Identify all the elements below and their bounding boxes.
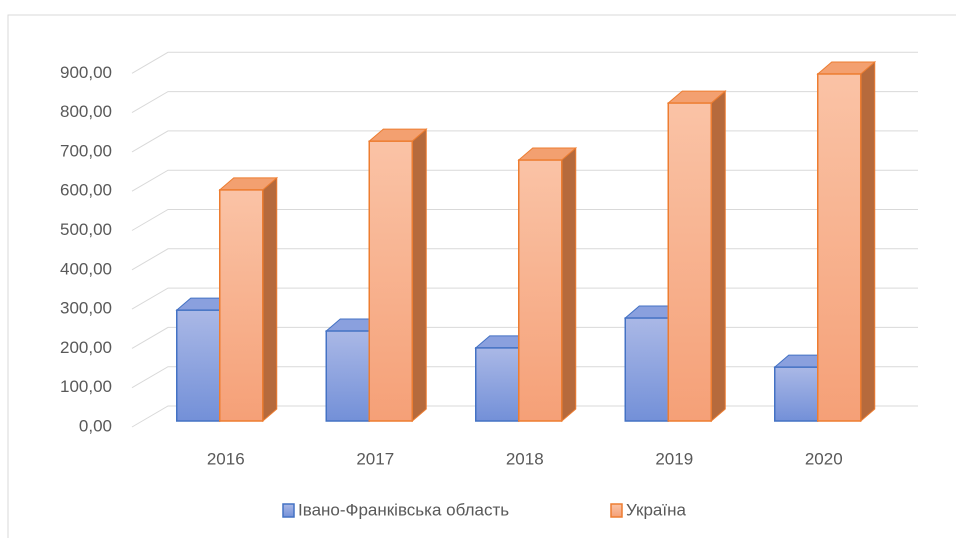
y-tick-label: 900,00 bbox=[60, 63, 112, 82]
chart-border bbox=[7, 14, 956, 538]
legend-label: Україна bbox=[626, 500, 686, 519]
x-tick-label: 2016 bbox=[207, 449, 245, 468]
y-tick-label: 600,00 bbox=[60, 181, 112, 200]
bar bbox=[325, 330, 370, 422]
bar bbox=[774, 366, 819, 422]
bar bbox=[475, 347, 520, 422]
bar-side bbox=[710, 89, 726, 423]
y-tick-label: 300,00 bbox=[60, 299, 112, 318]
grid-line bbox=[131, 51, 918, 74]
x-tick-label: 2017 bbox=[356, 449, 394, 468]
bar bbox=[624, 317, 669, 422]
bar bbox=[368, 140, 413, 422]
bar-side bbox=[561, 146, 577, 423]
y-tick-label: 800,00 bbox=[60, 102, 112, 121]
grid-line bbox=[131, 91, 918, 114]
x-tick-label: 2019 bbox=[655, 449, 693, 468]
x-tick-label: 2020 bbox=[805, 449, 843, 468]
y-tick-label: 100,00 bbox=[60, 377, 112, 396]
y-tick-label: 200,00 bbox=[60, 338, 112, 357]
bar bbox=[667, 102, 712, 422]
bar bbox=[518, 159, 563, 422]
bar bbox=[176, 309, 221, 422]
legend-swatch bbox=[282, 503, 295, 518]
y-tick-label: 0,00 bbox=[79, 416, 112, 435]
bar bbox=[219, 189, 264, 422]
grid-line bbox=[131, 130, 918, 153]
legend-swatch bbox=[610, 503, 623, 518]
bar bbox=[817, 73, 862, 422]
y-tick-label: 400,00 bbox=[60, 259, 112, 278]
y-tick-label: 500,00 bbox=[60, 220, 112, 239]
y-tick-label: 700,00 bbox=[60, 141, 112, 160]
bar-side bbox=[262, 176, 278, 423]
bar-side bbox=[411, 128, 427, 423]
bar-side bbox=[860, 60, 876, 423]
x-tick-label: 2018 bbox=[506, 449, 544, 468]
legend-label: Івано-Франківська область bbox=[298, 500, 509, 519]
